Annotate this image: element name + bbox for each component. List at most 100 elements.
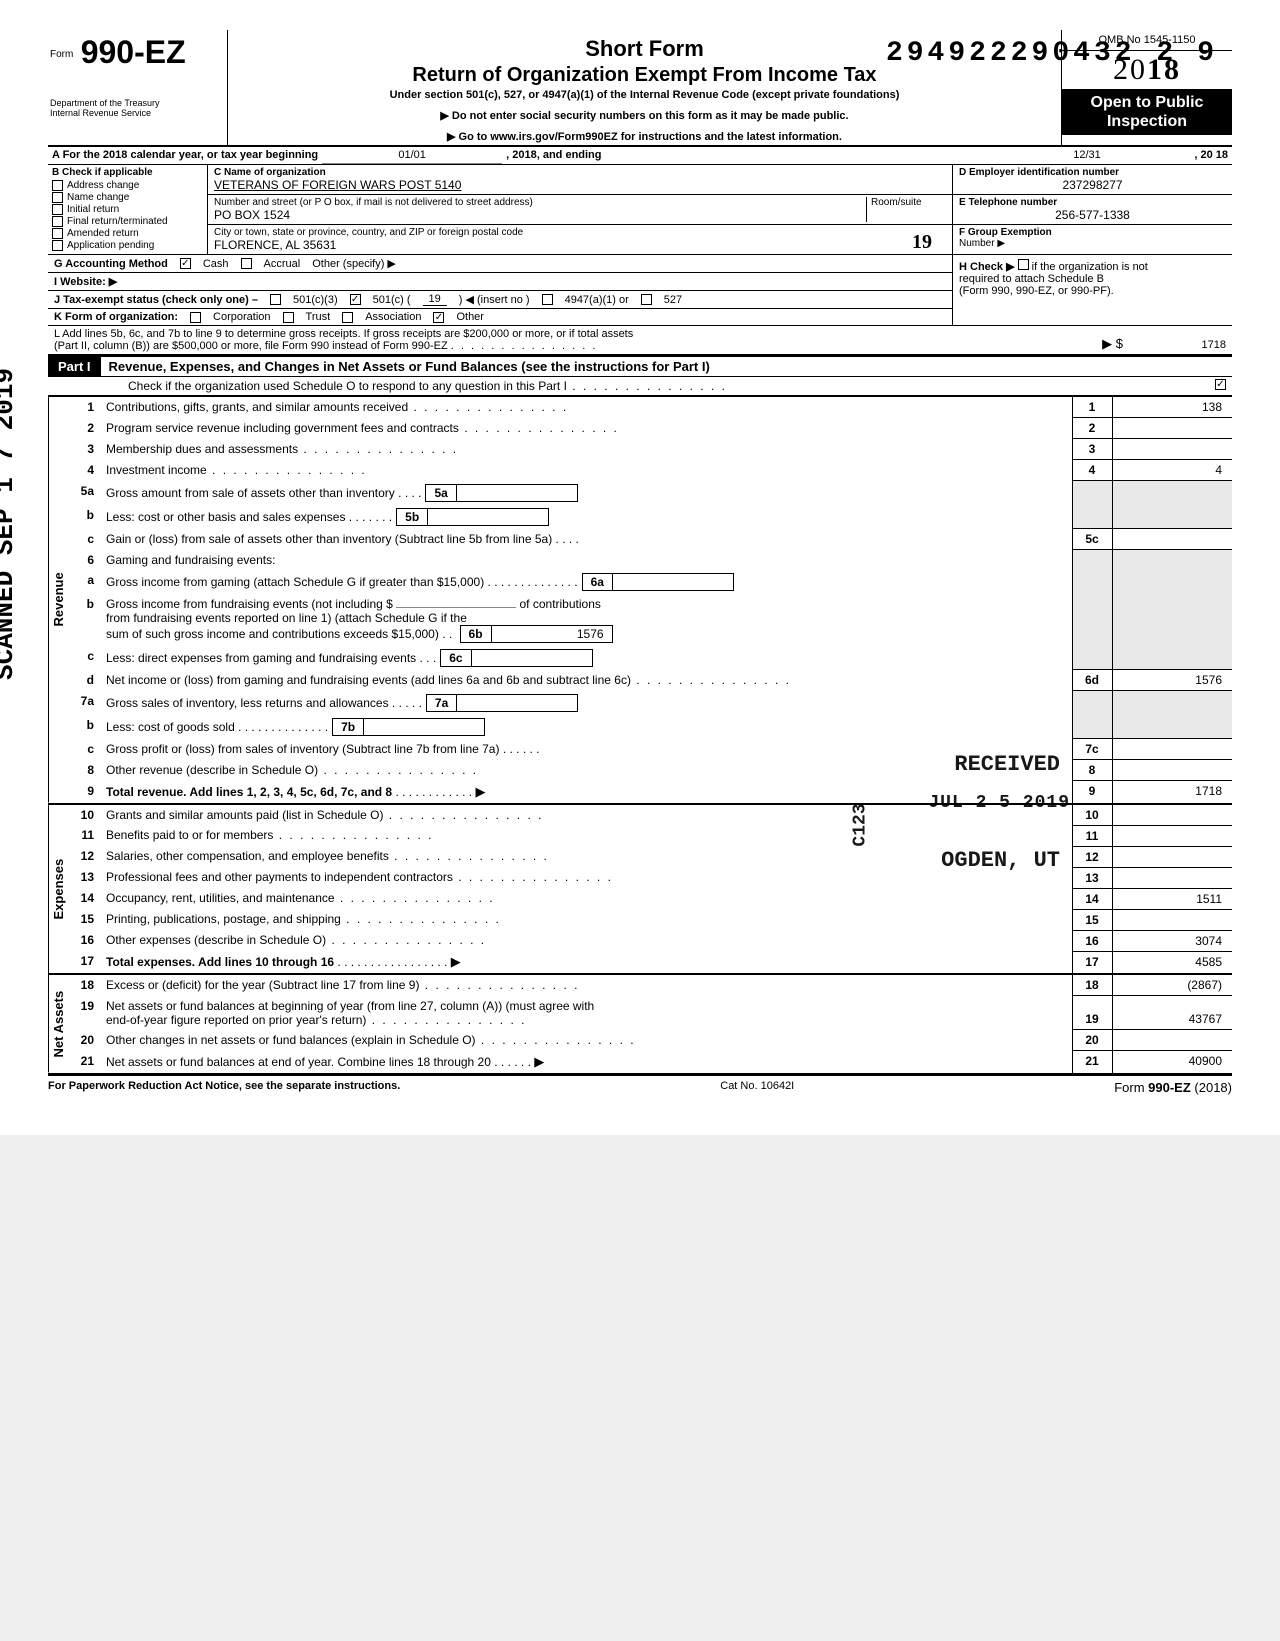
line-num: b [68, 594, 102, 646]
addr-label: Number and street (or P O box, if mail i… [214, 197, 866, 208]
line-num: 2 [68, 418, 102, 439]
open-to-public: Open to Public Inspection [1062, 89, 1232, 135]
ck-accrual[interactable] [241, 258, 252, 269]
part-1-header: Part I Revenue, Expenses, and Changes in… [48, 355, 1232, 377]
line-desc: end-of-year figure reported on prior yea… [106, 1013, 366, 1027]
cash-label: Cash [203, 258, 229, 270]
line-num: 13 [68, 867, 102, 888]
ck-corporation[interactable] [190, 312, 201, 323]
arrow-icon: ▶ [475, 784, 485, 799]
part-1-tag: Part I [48, 357, 101, 376]
line-num: 19 [68, 996, 102, 1030]
ck-address-change[interactable]: Address change [52, 180, 203, 191]
col-c-name-address: C Name of organization VETERANS OF FOREI… [208, 165, 952, 254]
footer-mid: Cat No. 10642I [720, 1080, 794, 1095]
inner-box-value [613, 574, 733, 590]
line-amount: 3074 [1112, 930, 1232, 951]
line-box: 19 [1072, 996, 1112, 1030]
f-label-2: Number ▶ [959, 238, 1226, 249]
line-box: 5c [1072, 529, 1112, 550]
part-1-check-line: Check if the organization used Schedule … [128, 379, 567, 393]
line-amount: (2867) [1112, 975, 1232, 996]
dln-number: 294922290432 29 [886, 38, 1224, 69]
k-label: K Form of organization: [54, 311, 178, 323]
dots [389, 849, 549, 863]
stamp-c123: C123 [850, 803, 870, 846]
ck-amended-return[interactable]: Amended return [52, 228, 203, 239]
stamp-ogden: OGDEN, UT [941, 848, 1060, 873]
inner-box-value [457, 485, 577, 501]
stamp-date: JUL 2 5 2019 [928, 793, 1070, 813]
dln-main: 294922290432 2 [886, 38, 1177, 69]
dots [419, 978, 579, 992]
checkbox-icon [52, 228, 63, 239]
revenue-section: Revenue 1Contributions, gifts, grants, a… [48, 396, 1232, 803]
line-desc: Other expenses (describe in Schedule O) [106, 933, 326, 947]
shaded-cell [1112, 691, 1232, 715]
line-desc: from fundraising events reported on line… [106, 611, 467, 625]
ck-527[interactable] [641, 294, 652, 305]
line-desc: Less: direct expenses from gaming and fu… [106, 651, 416, 665]
line-num: b [68, 505, 102, 529]
line-desc: Less: cost of goods sold [106, 720, 235, 734]
ck-application-pending[interactable]: Application pending [52, 240, 203, 251]
form-number: 990-EZ [81, 34, 186, 70]
shaded-cell [1072, 594, 1112, 646]
ck-name-change[interactable]: Name change [52, 192, 203, 203]
shaded-cell [1072, 646, 1112, 670]
line-num: 6 [68, 550, 102, 570]
line-desc: Occupancy, rent, utilities, and maintena… [106, 891, 335, 905]
col-b-header: B Check if applicable [52, 167, 203, 178]
dots [341, 912, 501, 926]
ck-final-return[interactable]: Final return/terminated [52, 216, 203, 227]
line-amount: 4585 [1112, 951, 1232, 973]
4947-label: 4947(a)(1) or [565, 294, 629, 306]
ck-initial-return[interactable]: Initial return [52, 204, 203, 215]
inner-box-label: 7a [427, 695, 457, 711]
line-amount [1112, 418, 1232, 439]
line-amount [1112, 529, 1232, 550]
ck-association[interactable] [342, 312, 353, 323]
footer-form-year: (2018) [1191, 1080, 1232, 1095]
phone-value: 256-577-1338 [959, 208, 1226, 222]
dots [459, 421, 619, 435]
inner-box-6c: 6c [440, 649, 592, 667]
dots [207, 463, 367, 477]
501c3-label: 501(c)(3) [293, 294, 338, 306]
h-text-1: if the organization is not [1032, 261, 1148, 273]
ck-cash[interactable]: ✓ [180, 258, 191, 269]
open-line-2: Inspection [1064, 112, 1230, 131]
ck-501c[interactable]: ✓ [350, 294, 361, 305]
ck-schedule-b[interactable] [1018, 259, 1029, 270]
inner-box-value [472, 650, 592, 666]
line-desc: Professional fees and other payments to … [106, 870, 453, 884]
ck-4947[interactable] [542, 294, 553, 305]
line-num: 21 [68, 1051, 102, 1073]
shaded-cell [1072, 505, 1112, 529]
ck-501c3[interactable] [270, 294, 281, 305]
ck-schedule-o[interactable]: ✓ [1215, 379, 1226, 390]
ck-trust[interactable] [283, 312, 294, 323]
line-num: 17 [68, 951, 102, 973]
year-end-month: 12/31 [1042, 147, 1132, 164]
footer-left: For Paperwork Reduction Act Notice, see … [48, 1080, 400, 1095]
line-desc: Net assets or fund balances at beginning… [106, 999, 594, 1013]
footer-form-number: 990-EZ [1148, 1080, 1191, 1095]
inner-box-label: 6a [583, 574, 613, 590]
revenue-table: 1Contributions, gifts, grants, and simil… [68, 397, 1232, 803]
line-box: 21 [1072, 1051, 1112, 1073]
inner-box-label: 7b [333, 719, 364, 735]
col-b-checkboxes: B Check if applicable Address change Nam… [48, 165, 208, 254]
part-1-title: Revenue, Expenses, and Changes in Net As… [101, 357, 718, 376]
line-desc: Grants and similar amounts paid (list in… [106, 808, 383, 822]
line-desc: Gain or (loss) from sale of assets other… [106, 532, 552, 546]
form-word: Form [50, 49, 73, 60]
shaded-cell [1112, 715, 1232, 739]
line-box: 9 [1072, 781, 1112, 803]
inner-box-value: 1576 [492, 626, 612, 642]
shaded-cell [1072, 570, 1112, 594]
checkbox-icon [52, 216, 63, 227]
dots [453, 870, 613, 884]
ck-other-org[interactable]: ✓ [433, 312, 444, 323]
expenses-section: Expenses 10Grants and similar amounts pa… [48, 803, 1232, 974]
